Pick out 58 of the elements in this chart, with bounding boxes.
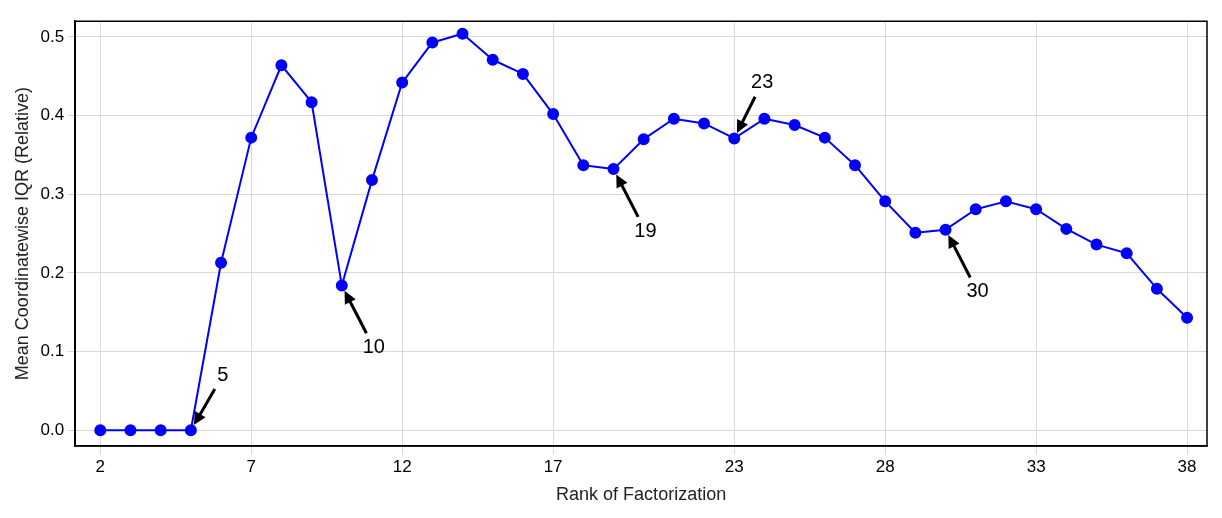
point — [124, 424, 137, 437]
point — [275, 59, 288, 72]
x-tick-label: 2 — [95, 456, 106, 476]
point — [818, 131, 831, 144]
point — [396, 76, 409, 89]
point — [1181, 311, 1194, 324]
point — [758, 112, 771, 125]
point — [245, 131, 258, 144]
point — [486, 53, 499, 66]
annotation: 10 — [362, 335, 385, 358]
annotation: 23 — [751, 69, 774, 92]
point — [728, 132, 741, 145]
x-axis-title: Rank of Factorization — [556, 484, 727, 505]
annotation: 30 — [966, 279, 989, 302]
x-tick-label: 33 — [1026, 456, 1046, 476]
x-tick-label: 7 — [246, 456, 256, 476]
x-tick-label: 38 — [1177, 456, 1197, 476]
point — [939, 223, 952, 236]
y-tick-label: 0.0 — [40, 419, 65, 439]
point — [577, 159, 590, 172]
point — [154, 424, 167, 437]
point — [335, 279, 348, 292]
point — [1090, 238, 1103, 251]
point — [999, 195, 1012, 208]
y-tick-label: 0.3 — [40, 183, 65, 203]
point — [1060, 222, 1073, 235]
x-tick-label: 17 — [543, 456, 563, 476]
point — [788, 119, 801, 132]
point — [305, 96, 318, 109]
y-tick-label: 0.4 — [40, 105, 65, 125]
point — [879, 195, 892, 208]
point — [94, 424, 107, 437]
point — [547, 108, 560, 121]
point — [426, 36, 439, 49]
x-tick-label: 28 — [875, 456, 895, 476]
point — [909, 226, 922, 239]
point — [215, 256, 228, 269]
point — [1120, 247, 1133, 260]
y-tick-label: 0.2 — [40, 262, 65, 282]
point — [365, 174, 378, 187]
annotation: 5 — [217, 362, 229, 385]
y-axis-title: Mean Coordinatewise IQR (Relative) — [11, 87, 32, 381]
y-tick-label: 0.5 — [40, 26, 65, 46]
x-tick-label: 12 — [392, 456, 412, 476]
point — [516, 67, 529, 80]
point — [1030, 203, 1043, 216]
point — [849, 159, 861, 172]
point — [456, 27, 469, 40]
point — [1150, 282, 1163, 295]
point — [607, 163, 620, 176]
point — [698, 117, 711, 130]
point — [637, 133, 650, 146]
x-tick-label: 23 — [724, 456, 744, 476]
annotation: 19 — [634, 218, 657, 241]
y-tick-label: 0.1 — [40, 341, 65, 361]
point — [184, 424, 197, 437]
point — [969, 203, 982, 216]
point — [667, 112, 680, 125]
